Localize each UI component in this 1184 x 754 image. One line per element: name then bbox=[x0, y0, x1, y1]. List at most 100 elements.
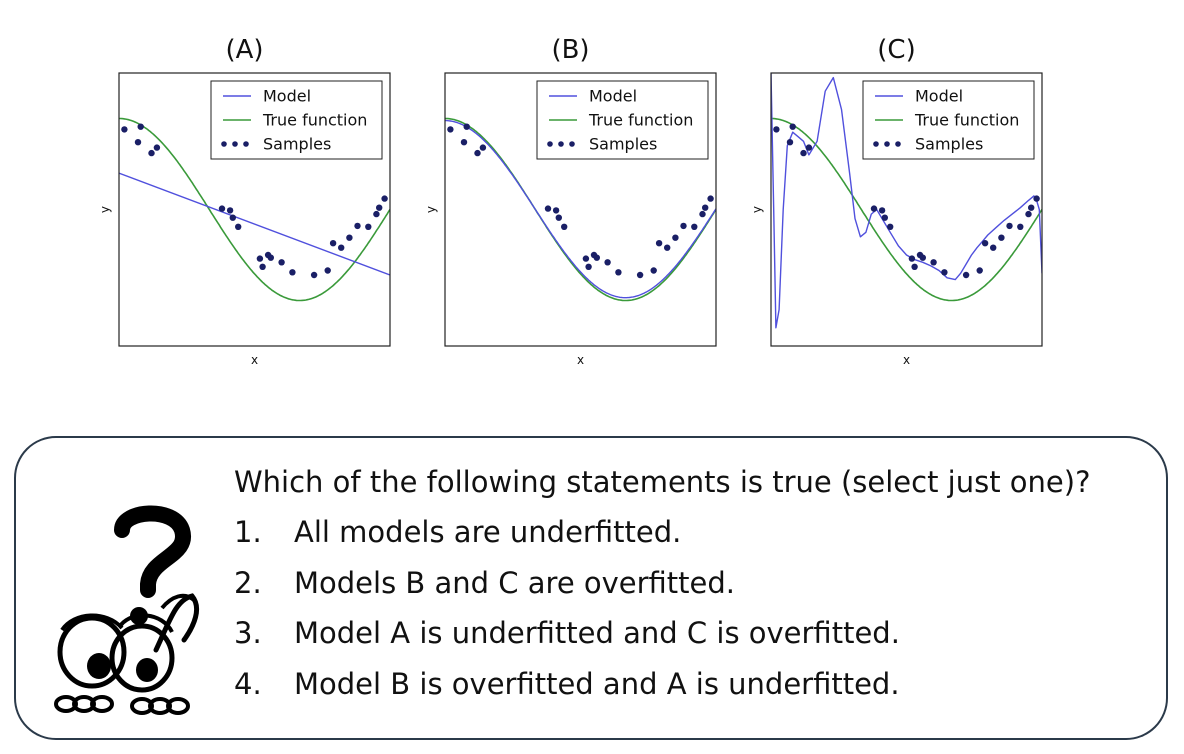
legend-entry: Samples bbox=[263, 135, 331, 154]
x-axis-label: x bbox=[903, 353, 910, 367]
sample-point bbox=[381, 195, 388, 202]
option-2: 2. Models B and C are overfitted. bbox=[234, 565, 1090, 601]
legend-entry: True function bbox=[914, 111, 1019, 130]
sample-point bbox=[615, 269, 622, 276]
true-function-line bbox=[445, 117, 716, 302]
sample-point bbox=[148, 149, 155, 157]
legend: Model True function Samples bbox=[862, 80, 1035, 160]
sample-point bbox=[887, 223, 894, 230]
question-content: Which of the following statements is tru… bbox=[234, 464, 1090, 716]
plot-frame bbox=[118, 72, 391, 347]
option-number: 4. bbox=[234, 666, 262, 701]
sample-point bbox=[789, 123, 796, 130]
sample-point bbox=[962, 271, 970, 279]
sample-point bbox=[235, 223, 242, 230]
option-4: 4. Model B is overfitted and A is underf… bbox=[234, 666, 1090, 702]
model-line bbox=[771, 73, 1042, 329]
option-text: Models B and C are overfitted. bbox=[294, 565, 736, 600]
sample-point bbox=[354, 222, 361, 230]
sample-point bbox=[474, 149, 481, 157]
sample-point bbox=[552, 207, 560, 214]
sample-point bbox=[800, 149, 807, 157]
sample-point bbox=[1025, 210, 1032, 218]
chart-panel-1: (A) x y Model True function Samples bbox=[98, 35, 391, 367]
sample-point bbox=[376, 204, 383, 211]
plot-area bbox=[445, 117, 716, 302]
model-line bbox=[119, 172, 390, 276]
sample-point bbox=[1017, 223, 1024, 230]
legend-entry: Model bbox=[263, 87, 311, 106]
sample-point bbox=[324, 267, 331, 274]
sample-point bbox=[447, 126, 454, 133]
sample-point bbox=[256, 255, 264, 262]
sample-point bbox=[585, 263, 592, 270]
option-text: Model B is overfitted and A is underfitt… bbox=[294, 666, 900, 701]
sample-point bbox=[593, 254, 600, 261]
sample-point bbox=[561, 223, 568, 230]
legend-entry: Model bbox=[589, 87, 637, 106]
legend-samples-swatch bbox=[558, 141, 564, 147]
plot-area bbox=[119, 117, 390, 302]
sample-point bbox=[463, 123, 470, 130]
sample-point bbox=[460, 139, 468, 146]
sample-point bbox=[699, 210, 706, 218]
sample-point bbox=[981, 240, 989, 247]
sample-point bbox=[786, 139, 794, 146]
sample-point bbox=[655, 240, 663, 247]
plot-area bbox=[771, 73, 1042, 329]
sample-point bbox=[346, 234, 353, 241]
sample-point bbox=[870, 205, 878, 212]
sample-point bbox=[1028, 204, 1035, 211]
panel-label: (A) bbox=[225, 35, 263, 65]
true-function-line bbox=[771, 117, 1042, 302]
sample-point bbox=[691, 223, 698, 230]
sample-point bbox=[267, 254, 274, 261]
option-text: All models are underfitted. bbox=[294, 515, 682, 549]
legend: Model True function Samples bbox=[210, 80, 383, 160]
legend-samples-swatch bbox=[547, 141, 553, 147]
sample-point bbox=[479, 144, 487, 151]
plot-frame bbox=[770, 72, 1043, 347]
x-axis-label: x bbox=[251, 353, 258, 367]
sample-point bbox=[259, 263, 266, 270]
sample-point bbox=[137, 123, 144, 130]
sample-point bbox=[121, 126, 128, 133]
sample-point bbox=[911, 263, 918, 270]
sample-point bbox=[278, 259, 285, 266]
model-line bbox=[445, 119, 716, 299]
x-axis-label: x bbox=[577, 353, 584, 367]
legend-entry: Samples bbox=[589, 135, 657, 154]
sample-point bbox=[881, 214, 888, 221]
sample-point bbox=[1033, 195, 1040, 202]
option-3: 3. Model A is underfitted and C is overf… bbox=[234, 615, 1090, 651]
sample-point bbox=[941, 269, 948, 276]
sample-point bbox=[134, 139, 142, 146]
sample-point bbox=[329, 240, 337, 247]
legend-entry: True function bbox=[588, 111, 693, 130]
legend-samples-swatch bbox=[232, 141, 238, 147]
sample-point bbox=[289, 269, 296, 276]
sample-point bbox=[544, 205, 552, 212]
sample-point bbox=[310, 271, 318, 279]
sample-point bbox=[650, 267, 657, 274]
legend-samples-swatch bbox=[569, 141, 575, 147]
legend-samples-swatch bbox=[884, 141, 890, 147]
legend-samples-swatch bbox=[873, 141, 879, 147]
sample-point bbox=[680, 222, 687, 230]
sample-point bbox=[229, 214, 236, 221]
sample-point bbox=[604, 259, 611, 266]
sample-point bbox=[582, 255, 590, 262]
question-prompt: Which of the following statements is tru… bbox=[234, 465, 1091, 499]
sample-point bbox=[990, 244, 997, 251]
sample-point bbox=[998, 234, 1005, 241]
option-number: 1. bbox=[234, 515, 262, 549]
y-axis-label: y bbox=[750, 206, 764, 213]
legend-entry: Model bbox=[915, 87, 963, 106]
plot-frame bbox=[444, 72, 717, 347]
legend-entry: Samples bbox=[915, 135, 983, 154]
panel-label: (B) bbox=[551, 35, 589, 65]
sample-point bbox=[805, 144, 813, 151]
sample-point bbox=[930, 259, 937, 266]
sample-point bbox=[908, 255, 916, 262]
y-axis-label: y bbox=[424, 206, 438, 213]
